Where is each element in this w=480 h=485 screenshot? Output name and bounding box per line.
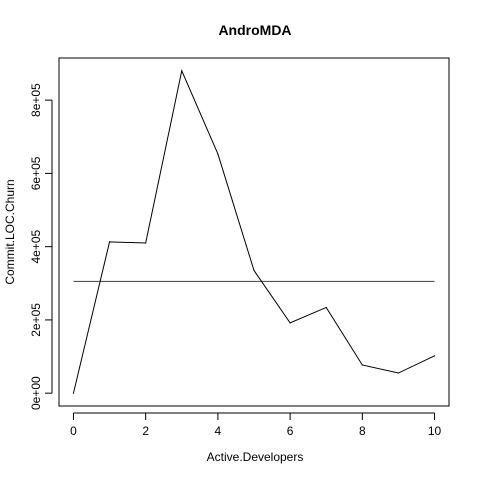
data-point <box>108 241 111 243</box>
y-tick-label: 8e+05 <box>29 83 43 117</box>
data-point <box>145 242 147 244</box>
data-point <box>72 392 75 394</box>
x-tick-label: 2 <box>142 424 149 438</box>
y-tick-label: 4e+05 <box>29 229 43 263</box>
series-layer <box>72 69 436 394</box>
y-axis: 0e+00 2e+05 4e+05 6e+05 8e+05 <box>29 83 53 410</box>
y-tick-label: 2e+05 <box>29 303 43 337</box>
x-tick-label: 0 <box>70 424 77 438</box>
x-tick-label: 10 <box>428 424 442 438</box>
data-point <box>217 153 219 155</box>
y-tick-label: 0e+00 <box>29 376 43 410</box>
series-line <box>72 69 435 394</box>
plot-box <box>58 57 450 407</box>
data-point <box>397 372 400 374</box>
x-tick-label: 8 <box>359 424 366 438</box>
x-tick-label: 4 <box>215 424 222 438</box>
x-tick-label: 6 <box>287 424 294 438</box>
data-point <box>361 364 363 366</box>
data-point <box>433 355 436 357</box>
y-axis-label: Commit.LOC.Churn <box>3 179 17 284</box>
x-axis-label: Active.Developers <box>207 450 304 464</box>
y-tick-label: 6e+05 <box>29 156 43 190</box>
data-point <box>289 322 291 324</box>
data-point <box>325 306 327 309</box>
data-point <box>181 70 183 72</box>
x-axis: 0 2 4 6 8 10 <box>70 412 442 438</box>
chart-title: AndroMDA <box>218 22 291 38</box>
data-point <box>253 269 255 272</box>
